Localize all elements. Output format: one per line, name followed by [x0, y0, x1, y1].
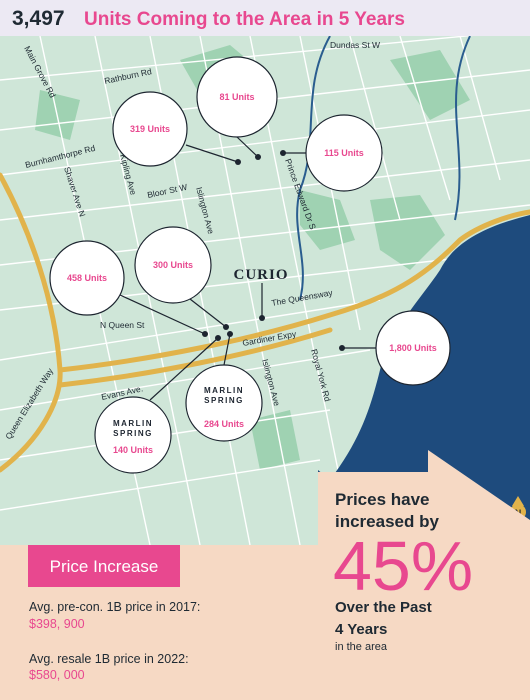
brand-logo: MARLIN — [113, 419, 153, 428]
units-label: 1,800 Units — [389, 343, 437, 353]
units-label: 81 Units — [219, 92, 254, 102]
brand-logo: SPRING — [204, 396, 244, 405]
callout-line: Over the Past — [335, 599, 432, 616]
callout-line: 4 Years — [335, 621, 387, 638]
brand-logo: MARLIN — [204, 386, 244, 395]
units-label: 284 Units — [204, 419, 244, 429]
units-label: 319 Units — [130, 124, 170, 134]
units-label: 140 Units — [113, 445, 153, 455]
connector-dots — [202, 150, 345, 351]
price-value: $580, 000 — [29, 668, 85, 682]
price-label: Avg. pre-con. 1B price in 2017: — [29, 600, 200, 614]
river — [454, 35, 471, 221]
brand-logo: CURIO — [233, 267, 288, 283]
header-bar — [0, 0, 530, 36]
price-badge-text: Price Increase — [50, 557, 159, 576]
units-label: 458 Units — [67, 273, 107, 283]
callout-box — [318, 450, 530, 700]
units-label: 115 Units — [324, 148, 364, 158]
price-badge — [28, 545, 180, 587]
callout-note: in the area — [335, 641, 388, 653]
river — [296, 35, 331, 301]
header-number: 3,497 — [12, 7, 65, 30]
callout-percent: 45% — [333, 527, 473, 605]
header-title: Units Coming to the Area in 5 Years — [84, 9, 405, 30]
connectors — [119, 136, 376, 401]
highways — [0, 172, 530, 473]
price-label: Avg. resale 1B price in 2022: — [29, 652, 189, 666]
street-label: N Queen St — [100, 320, 145, 330]
street-label: Dundas St W — [330, 40, 380, 50]
brand-logo: SPRING — [113, 429, 153, 438]
units-label: 300 Units — [153, 260, 193, 270]
callout-lead: Prices have — [335, 490, 430, 509]
development-bubbles: 81 Units 319 Units 115 Units 458 Units 3… — [49, 56, 451, 474]
compass-arrow — [512, 496, 524, 506]
price-value: $398, 900 — [29, 617, 85, 631]
callout-lead: increased by — [335, 512, 439, 531]
